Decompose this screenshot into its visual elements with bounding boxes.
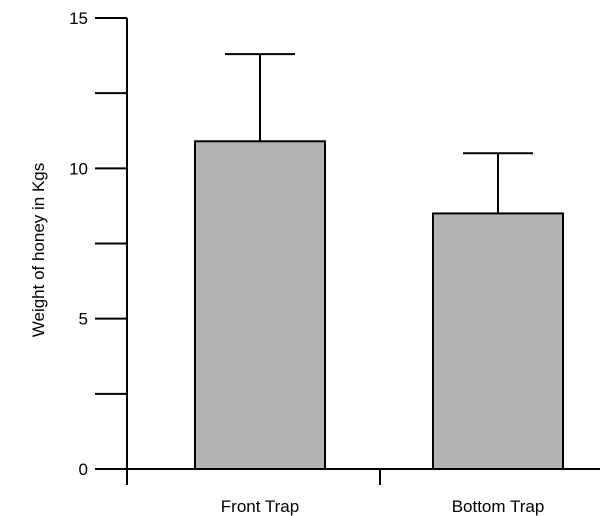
y-tick-label: 5 [79,310,88,329]
y-tick-label: 10 [69,159,88,178]
bars-group [194,140,564,470]
y-axis-title: Weight of honey in Kgs [29,163,48,338]
bar [194,140,326,470]
axes-group [95,17,600,485]
x-category-label: Bottom Trap [452,497,545,516]
x-category-label: Front Trap [221,497,299,516]
error-bars-group [225,53,533,214]
x-category-labels-group: Front Trap Bottom Trap [221,497,545,516]
y-tick-labels-group: 0 5 10 15 [69,9,88,479]
bar [432,212,564,470]
y-tick-label: 0 [79,460,88,479]
y-tick-label: 15 [69,9,88,28]
